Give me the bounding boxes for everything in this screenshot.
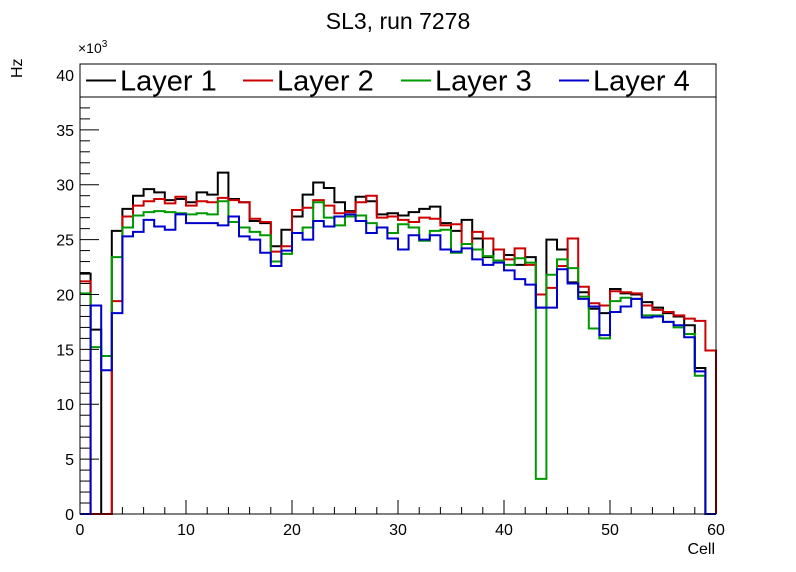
x-tick-labels: 0 10 20 30 40 50 60 xyxy=(76,522,725,539)
axis-ticks xyxy=(79,63,717,515)
legend-box xyxy=(79,63,717,98)
y-tick-label: 35 xyxy=(56,123,74,140)
y-tick-label: 5 xyxy=(65,452,74,469)
legend: Layer 1 Layer 2 Layer 3 Layer 4 xyxy=(79,63,717,98)
x-tick-label: 30 xyxy=(389,522,407,539)
y-tick-label: 0 xyxy=(65,507,74,524)
x-axis-label: Cell xyxy=(687,541,715,558)
legend-label-layer-4: Layer 4 xyxy=(593,66,690,98)
x-tick-label: 0 xyxy=(76,522,85,539)
y-multiplier-exponent: 3 xyxy=(102,39,108,50)
chart-title: SL3, run 7278 xyxy=(326,8,471,34)
series-2-line xyxy=(80,194,717,515)
y-tick-label: 15 xyxy=(56,342,74,359)
legend-label-layer-1: Layer 1 xyxy=(120,66,217,98)
y-tick-label: 40 xyxy=(56,68,74,85)
y-tick-labels: 0 5 10 15 20 25 30 35 40 xyxy=(56,68,74,524)
x-tick-label: 10 xyxy=(177,522,195,539)
series-4-line xyxy=(80,213,716,515)
x-tick-label: 50 xyxy=(601,522,619,539)
x-tick-label: 20 xyxy=(283,522,301,539)
y-tick-label: 20 xyxy=(56,287,74,304)
y-multiplier: ×103 xyxy=(78,39,108,56)
y-axis-label: Hz xyxy=(9,58,26,78)
legend-label-layer-2: Layer 2 xyxy=(277,66,374,98)
x-tick-label: 40 xyxy=(495,522,513,539)
x-tick-label: 60 xyxy=(707,522,725,539)
series-layer xyxy=(80,171,717,515)
y-tick-label: 25 xyxy=(56,233,74,250)
y-tick-label: 30 xyxy=(56,178,74,195)
legend-label-layer-3: Layer 3 xyxy=(435,66,532,98)
legend-entries: Layer 1 Layer 2 Layer 3 Layer 4 xyxy=(86,66,690,98)
y-multiplier-base: ×10 xyxy=(78,40,102,56)
y-tick-label: 10 xyxy=(56,397,74,414)
